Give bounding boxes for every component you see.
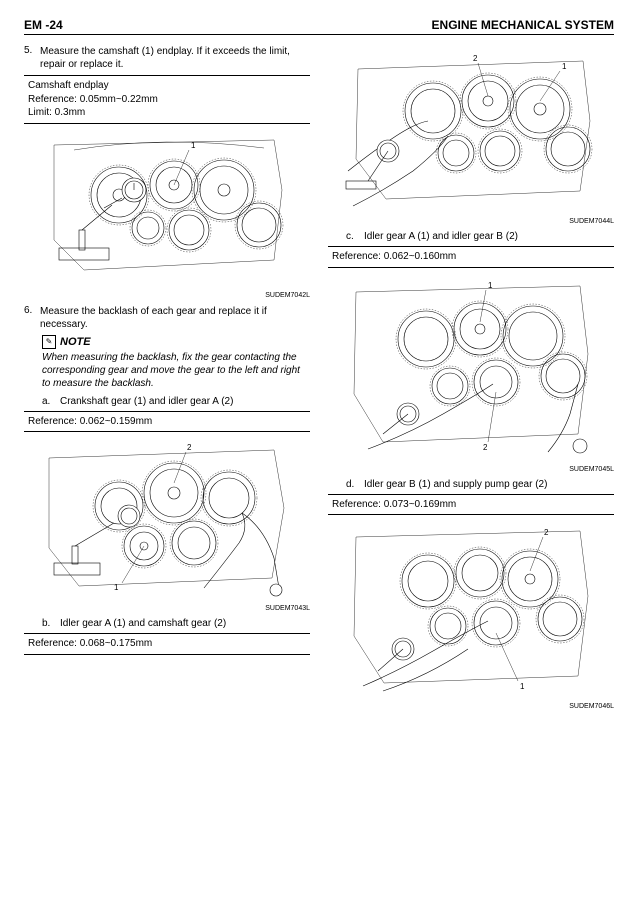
spec-line: Reference: 0.05mm~0.22mm bbox=[28, 93, 306, 107]
figure-id: SUDEM7043L bbox=[24, 605, 310, 612]
substep-letter: c. bbox=[346, 231, 364, 242]
substep-letter: d. bbox=[346, 479, 364, 490]
figure-idler-a-b: 1 2 bbox=[328, 274, 614, 464]
right-column: 2 1 SUDEM7044L c. Idler gear A (1) and i… bbox=[328, 45, 614, 716]
svg-text:2: 2 bbox=[473, 54, 478, 63]
substep-letter: a. bbox=[42, 396, 60, 407]
svg-text:2: 2 bbox=[544, 528, 549, 537]
step-number: 6. bbox=[24, 305, 40, 331]
spec-b: Reference: 0.068~0.175mm bbox=[24, 633, 310, 655]
substep-d: d. Idler gear B (1) and supply pump gear… bbox=[346, 479, 614, 490]
substep-text: Idler gear A (1) and idler gear B (2) bbox=[364, 231, 518, 242]
figure-id: SUDEM7046L bbox=[328, 703, 614, 710]
substep-text: Idler gear B (1) and supply pump gear (2… bbox=[364, 479, 547, 490]
header-page-num: EM -24 bbox=[24, 18, 63, 32]
svg-text:1: 1 bbox=[488, 281, 493, 290]
header-title: ENGINE MECHANICAL SYSTEM bbox=[432, 18, 614, 32]
step-text: Measure the camshaft (1) endplay. If it … bbox=[40, 45, 310, 71]
spec-line: Limit: 0.3mm bbox=[28, 106, 306, 120]
note-body: When measuring the backlash, fix the gea… bbox=[42, 351, 310, 390]
figure-id: SUDEM7042L bbox=[24, 292, 310, 299]
left-column: 5. Measure the camshaft (1) endplay. If … bbox=[24, 45, 310, 716]
substep-b: b. Idler gear A (1) and camshaft gear (2… bbox=[42, 618, 310, 629]
note-label: NOTE bbox=[60, 336, 91, 348]
spec-line: Camshaft endplay bbox=[28, 79, 306, 93]
spec-a: Reference: 0.062~0.159mm bbox=[24, 411, 310, 433]
substep-a: a. Crankshaft gear (1) and idler gear A … bbox=[42, 396, 310, 407]
svg-text:2: 2 bbox=[187, 443, 192, 452]
svg-text:2: 2 bbox=[483, 443, 488, 452]
page-header: EM -24 ENGINE MECHANICAL SYSTEM bbox=[24, 18, 614, 35]
svg-text:1: 1 bbox=[114, 583, 119, 592]
figure-idler-camshaft: 2 1 bbox=[328, 51, 614, 216]
step-text: Measure the backlash of each gear and re… bbox=[40, 305, 310, 331]
step-number: 5. bbox=[24, 45, 40, 71]
svg-text:1: 1 bbox=[191, 141, 196, 150]
spec-camshaft-endplay: Camshaft endplay Reference: 0.05mm~0.22m… bbox=[24, 75, 310, 124]
note-header: ✎ NOTE bbox=[42, 335, 310, 349]
step-5: 5. Measure the camshaft (1) endplay. If … bbox=[24, 45, 310, 71]
substep-text: Idler gear A (1) and camshaft gear (2) bbox=[60, 618, 226, 629]
note-icon: ✎ bbox=[42, 335, 56, 349]
step-6: 6. Measure the backlash of each gear and… bbox=[24, 305, 310, 331]
spec-c: Reference: 0.062~0.160mm bbox=[328, 246, 614, 268]
figure-crank-idler: 2 1 bbox=[24, 438, 310, 603]
page: EM -24 ENGINE MECHANICAL SYSTEM 5. Measu… bbox=[0, 0, 638, 903]
substep-c: c. Idler gear A (1) and idler gear B (2) bbox=[346, 231, 614, 242]
content-columns: 5. Measure the camshaft (1) endplay. If … bbox=[24, 45, 614, 716]
svg-text:1: 1 bbox=[520, 682, 525, 691]
figure-id: SUDEM7045L bbox=[328, 466, 614, 473]
substep-text: Crankshaft gear (1) and idler gear A (2) bbox=[60, 396, 233, 407]
figure-idler-supply: 2 1 bbox=[328, 521, 614, 701]
figure-camshaft-endplay: 1 bbox=[24, 130, 310, 290]
figure-id: SUDEM7044L bbox=[328, 218, 614, 225]
svg-text:1: 1 bbox=[562, 62, 567, 71]
substep-letter: b. bbox=[42, 618, 60, 629]
spec-d: Reference: 0.073~0.169mm bbox=[328, 494, 614, 516]
